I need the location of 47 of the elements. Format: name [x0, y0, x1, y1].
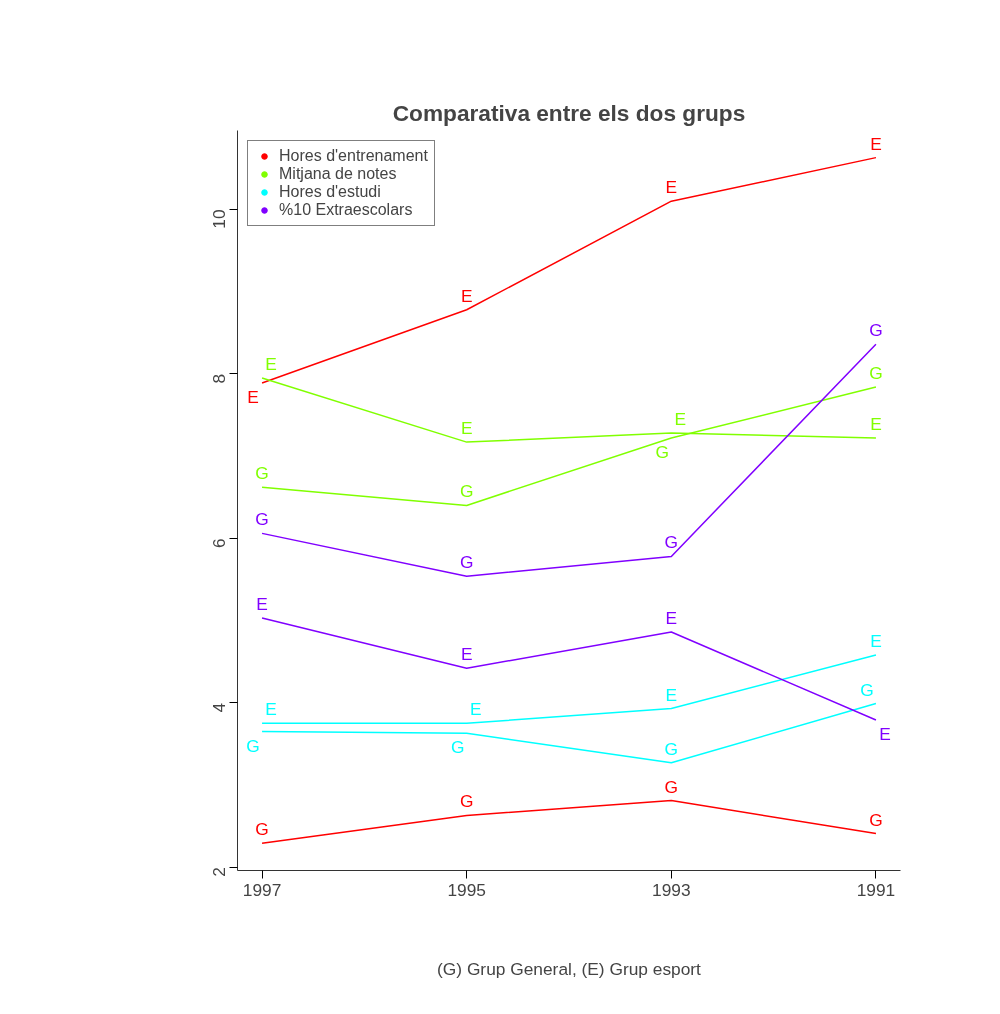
legend-label: Hores d'entrenament: [279, 147, 428, 165]
x-tick-label: 1993: [652, 879, 691, 900]
chart-title: Comparativa entre els dos grups: [392, 99, 746, 126]
y-tick-label: 8: [209, 373, 230, 384]
data-label: G: [664, 776, 679, 797]
data-label: G: [459, 481, 474, 502]
data-label: E: [665, 684, 678, 705]
data-label: G: [860, 679, 874, 700]
data-label: G: [869, 809, 883, 830]
data-label: G: [450, 737, 465, 758]
data-label: G: [255, 509, 269, 530]
data-label: E: [256, 594, 268, 615]
x-tick-label: 1997: [242, 879, 282, 900]
y-tick-label: 6: [209, 538, 230, 548]
data-label: G: [459, 791, 474, 812]
data-label: G: [255, 463, 269, 484]
data-label: G: [869, 363, 883, 384]
data-label: G: [246, 735, 260, 756]
data-label: E: [674, 409, 687, 430]
data-label: E: [265, 353, 277, 374]
data-label: G: [664, 532, 679, 553]
data-label: E: [460, 644, 473, 665]
data-label: E: [870, 133, 882, 154]
data-label: G: [869, 320, 883, 341]
data-label: G: [255, 819, 269, 840]
x-tick-label: 1995: [447, 879, 486, 900]
legend-label: Mitjana de notes: [279, 165, 397, 183]
y-tick-label: 4: [209, 702, 230, 713]
data-label: E: [460, 418, 473, 439]
data-label: E: [265, 699, 277, 720]
data-label: G: [655, 442, 670, 463]
data-label: E: [879, 724, 891, 745]
data-label: E: [247, 386, 259, 407]
data-label: G: [664, 738, 679, 759]
data-label: E: [870, 631, 882, 652]
x-axis-title: (G) Grup General, (E) Grup esport: [437, 958, 702, 979]
data-label: E: [870, 414, 882, 435]
y-tick-label: 2: [209, 867, 230, 877]
data-label: G: [459, 552, 474, 573]
y-tick-label: 10: [209, 209, 230, 229]
data-label: E: [469, 699, 482, 720]
data-label: E: [665, 608, 678, 629]
data-label: E: [665, 177, 678, 198]
data-label: E: [460, 285, 473, 306]
x-tick-label: 1991: [856, 879, 896, 900]
legend-label: Hores d'estudi: [279, 183, 381, 201]
legend-label: %10 Extraescolars: [279, 201, 413, 219]
